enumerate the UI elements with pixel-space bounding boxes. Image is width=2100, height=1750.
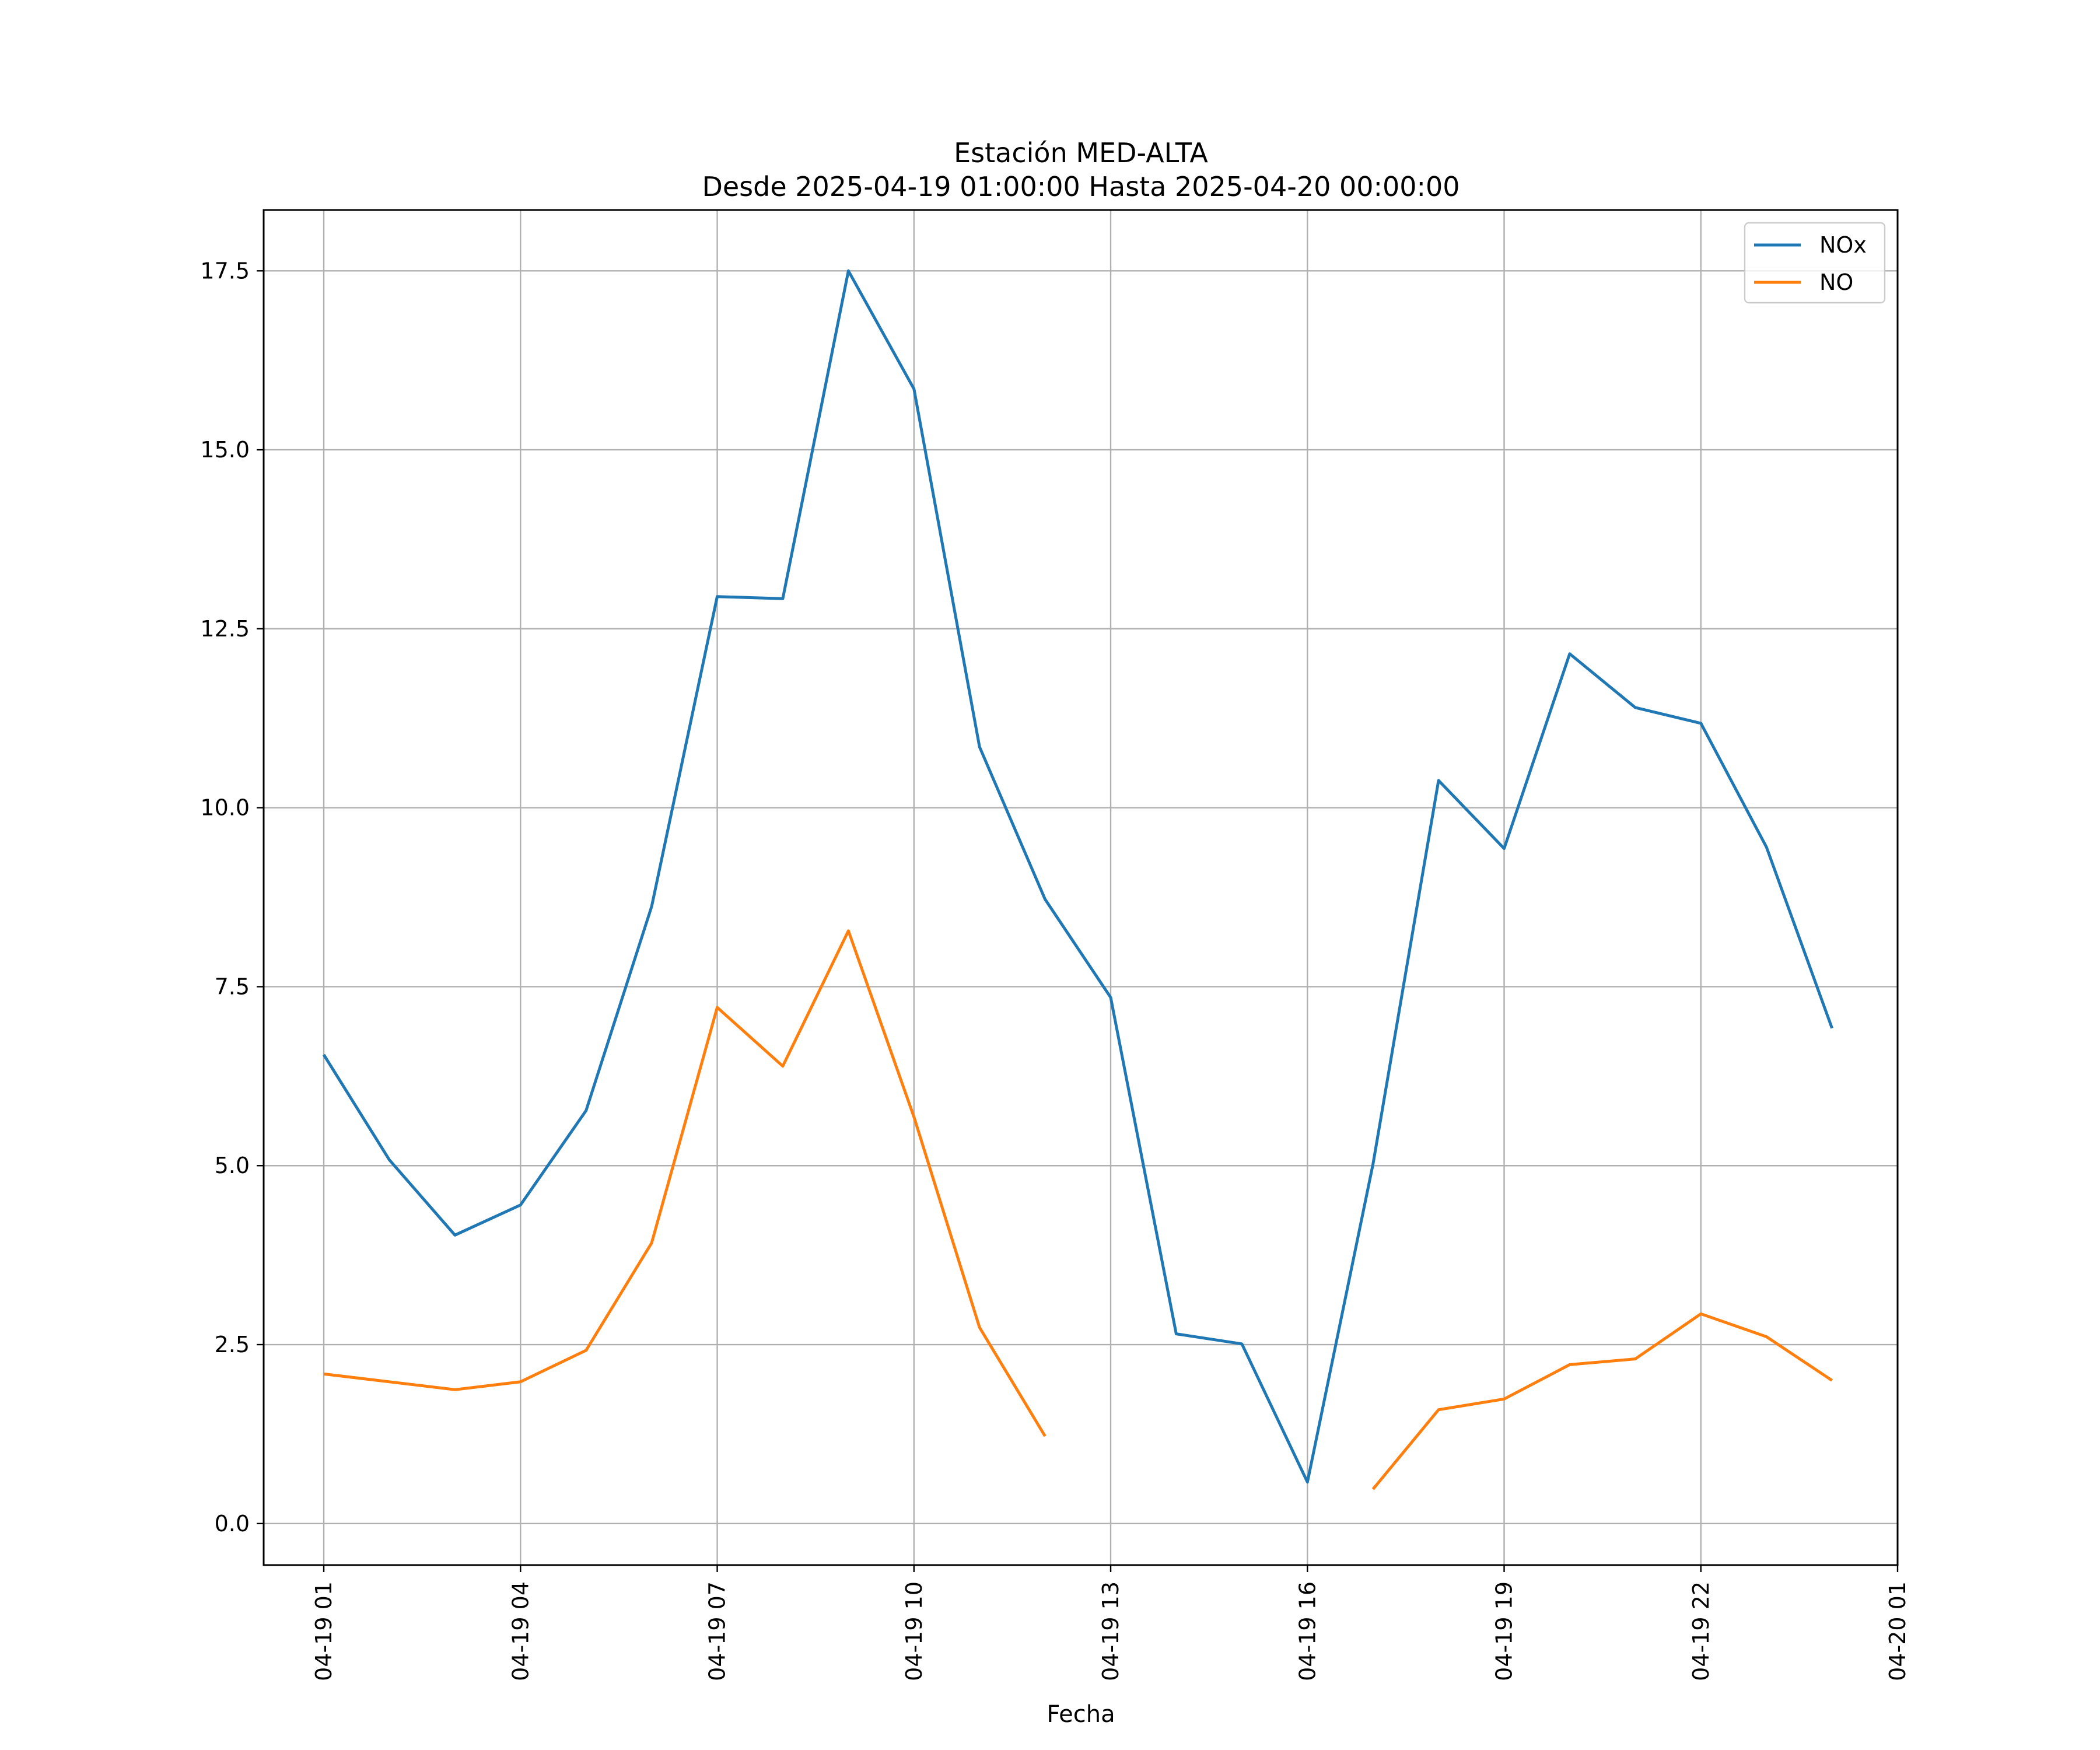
series-line-no	[1371, 1312, 1833, 1490]
x-tick-label: 04-19 10	[901, 1581, 927, 1681]
y-tick-label: 15.0	[200, 437, 250, 463]
x-tick-label: 04-20 01	[1885, 1581, 1910, 1681]
x-tick-label: 04-19 07	[705, 1581, 730, 1681]
x-tick-label: 04-19 01	[311, 1581, 337, 1681]
x-tick-label: 04-19 13	[1098, 1581, 1124, 1681]
series-line-no	[323, 929, 1046, 1437]
chart-subtitle: Desde 2025-04-19 01:00:00 Hasta 2025-04-…	[702, 171, 1460, 202]
y-tick-label: 0.0	[215, 1511, 250, 1536]
x-tick-label: 04-19 04	[508, 1581, 533, 1681]
x-axis-label: Fecha	[1046, 1701, 1115, 1728]
x-tick-label: 04-19 16	[1294, 1581, 1320, 1681]
axis-ticks: 04-19 01 04-19 04 04-19 07 04-19 10 04-19 13…	[200, 258, 1910, 1681]
legend: NOx NO	[1744, 222, 1886, 304]
legend-label: NO	[1819, 270, 1853, 295]
y-tick-label: 17.5	[200, 258, 250, 284]
series-lines	[322, 269, 1833, 1490]
chart-title: Estación MED-ALTA	[954, 137, 1208, 169]
y-tick-label: 10.0	[200, 795, 250, 821]
y-tick-label: 7.5	[215, 974, 250, 999]
plot-frame	[262, 209, 1899, 1566]
x-tick-label: 04-19 19	[1492, 1581, 1517, 1681]
series-line-nox	[322, 269, 1833, 1484]
y-tick-label: 5.0	[215, 1153, 250, 1178]
x-tick-label: 04-19 22	[1688, 1581, 1714, 1681]
y-tick-label: 12.5	[200, 616, 250, 642]
legend-label: NOx	[1819, 232, 1867, 258]
y-tick-label: 2.5	[215, 1332, 250, 1357]
